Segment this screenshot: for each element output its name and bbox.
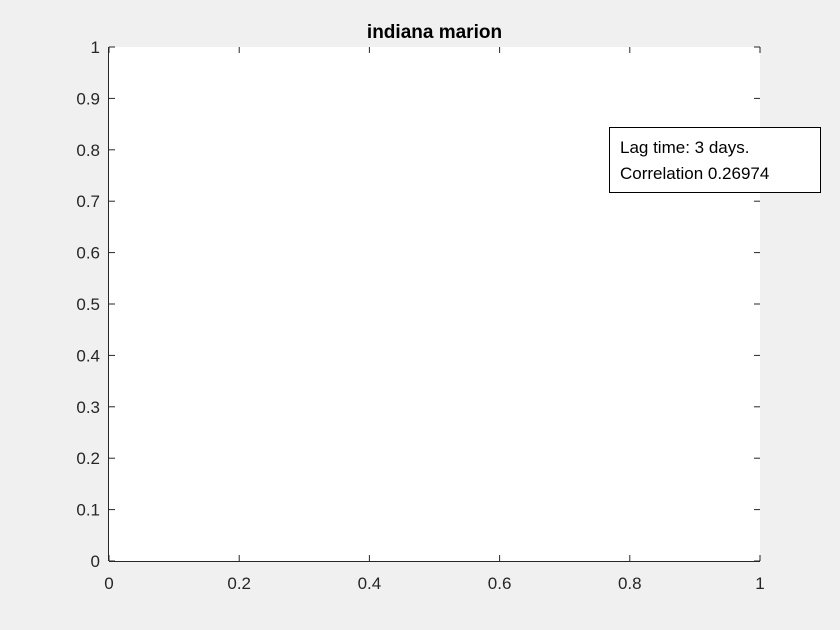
annotation-correlation: Correlation 0.26974 <box>620 164 769 183</box>
y-tick-label: 0.3 <box>76 398 100 417</box>
y-axis: 0 0.1 0.2 0.3 0.4 0.5 0.6 0.7 0.8 0.9 1 <box>76 38 760 571</box>
y-tick-label: 0.8 <box>76 141 100 160</box>
y-tick-label: 0.6 <box>76 244 100 263</box>
annotation-lag-time: Lag time: 3 days. <box>620 138 749 157</box>
x-tick-label: 0.6 <box>488 574 512 593</box>
plot-area <box>109 47 760 561</box>
y-tick-label: 1 <box>91 38 100 57</box>
x-axis: 0 0.2 0.4 0.6 0.8 1 <box>104 47 765 593</box>
y-tick-label: 0.1 <box>76 501 100 520</box>
y-tick-label: 0.9 <box>76 89 100 108</box>
y-tick-label: 0.7 <box>76 192 100 211</box>
x-tick-label: 0.2 <box>227 574 251 593</box>
y-tick-label: 0.4 <box>76 346 100 365</box>
chart-title: indiana marion <box>367 22 502 43</box>
annotation-border <box>609 127 821 193</box>
annotation-box: Lag time: 3 days. Correlation 0.26974 <box>609 127 821 193</box>
x-tick-label: 0.4 <box>358 574 382 593</box>
x-tick-label: 0.8 <box>618 574 642 593</box>
y-tick-label: 0 <box>91 552 100 571</box>
y-tick-label: 0.2 <box>76 449 100 468</box>
x-tick-label: 1 <box>755 574 764 593</box>
y-tick-label: 0.5 <box>76 295 100 314</box>
x-tick-label: 0 <box>104 574 113 593</box>
